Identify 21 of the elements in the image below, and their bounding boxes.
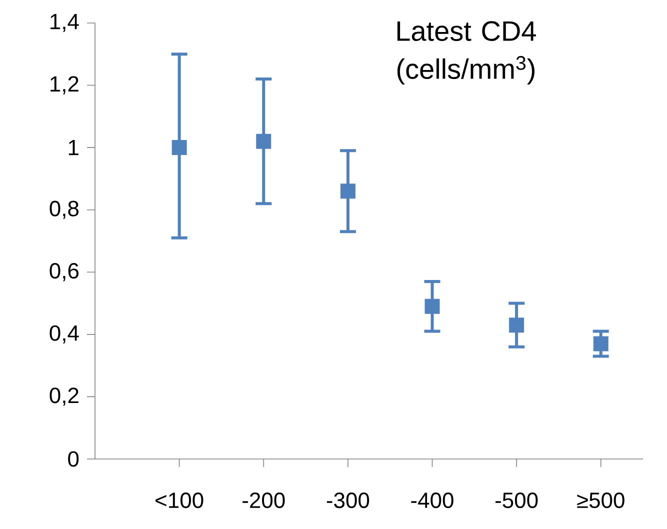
y-tick-label: 1,2 [50,76,78,94]
point [340,184,356,199]
point [424,298,440,314]
y-tick-label: 0,2 [50,388,78,406]
x-tick-label: -500 [496,492,538,508]
x-tick-label: -400 [411,492,454,508]
y-tick-label: 1 [68,140,78,156]
point [172,140,187,156]
point [256,134,272,149]
x-tick-label: -300 [326,492,370,508]
x-tick-label: ≥500 [577,492,624,508]
y-tick-label: 1,4 [50,14,79,32]
y-tick-label: 0,8 [50,200,79,219]
point [509,318,524,333]
y-tick-label: 0,4 [50,325,79,344]
point [593,336,608,352]
y-tick-label: 0,6 [50,263,79,282]
y-tick-label: 0 [68,451,79,467]
x-tick-label: -200 [242,492,285,508]
x-tick-label: <100 [156,492,204,508]
text: Latest CD4 (cells/mm$^{3}$) [397,21,536,85]
